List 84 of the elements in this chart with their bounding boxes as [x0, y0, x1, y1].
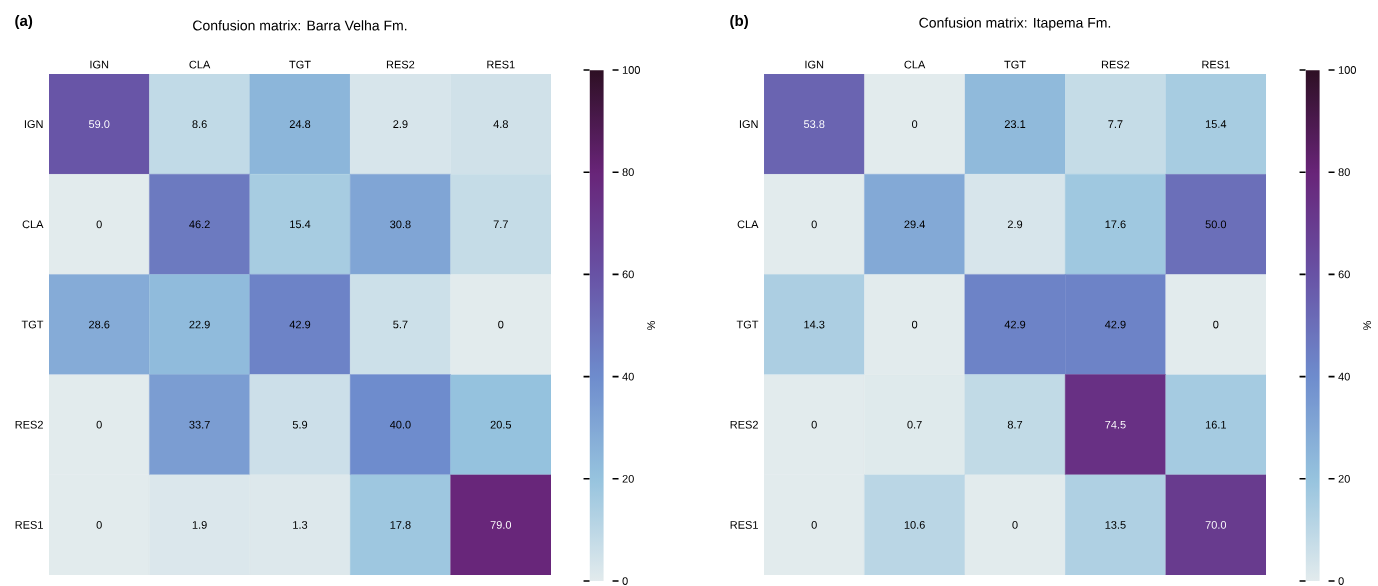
y-tick-label: TGT: [736, 320, 759, 329]
data-label: 42.9: [289, 320, 311, 329]
data-label: 0: [498, 320, 504, 329]
data-label: 79.0: [490, 521, 512, 529]
data-label: 74.5: [1105, 420, 1126, 429]
data-label: 40.0: [389, 420, 411, 429]
data-label: 15.4: [290, 220, 311, 229]
data-label: 8.7: [1007, 420, 1023, 429]
data-label: 0: [811, 521, 817, 529]
data-label: 0.7: [907, 420, 922, 429]
y-tick-label: IGN: [739, 120, 758, 128]
color-bar-label: 60: [622, 270, 634, 279]
chart-title: Confusion matrix: Barra Velha Fm.: [193, 20, 407, 31]
color-bar-label: 80: [622, 168, 634, 177]
x-tick-label: CLA: [904, 60, 926, 69]
x-tick-label: RES2: [386, 60, 415, 69]
y-tick-label: RES2: [730, 420, 758, 429]
data-label: 29.4: [904, 220, 925, 229]
y-tick-label: RES1: [730, 521, 758, 529]
y-tick-label: RES1: [15, 521, 43, 529]
data-label: 0: [911, 320, 918, 329]
data-label: 16.1: [1205, 420, 1226, 429]
color-bar-label: 40: [1338, 372, 1350, 381]
y-tick-label: TGT: [21, 320, 44, 329]
data-label: 4.8: [493, 120, 508, 128]
color-bar-label: 60: [1338, 270, 1350, 279]
data-label: 0: [96, 420, 102, 429]
data-label: 50.0: [1205, 220, 1227, 229]
color-bar-label: 80: [1338, 168, 1350, 177]
color-bar-label: 20: [1338, 474, 1350, 483]
data-label: 5.9: [292, 420, 308, 429]
x-tick-label: RES1: [487, 60, 515, 69]
color-bar-title: %: [1363, 321, 1371, 330]
color-bar-label: 0: [622, 577, 628, 585]
y-tick-label: CLA: [22, 220, 44, 229]
data-label: 20.5: [490, 420, 512, 429]
data-label: 0: [96, 521, 102, 529]
data-label: 14.3: [804, 320, 825, 329]
color-bar-label: 40: [622, 372, 634, 381]
data-label: 0: [96, 220, 102, 229]
data-label: 22.9: [189, 320, 210, 329]
x-tick-label: TGT: [1004, 60, 1026, 69]
data-label: 33.7: [189, 420, 210, 429]
data-label: 0: [811, 220, 817, 229]
data-label: 7.7: [1108, 120, 1123, 128]
data-label: 8.6: [192, 120, 207, 128]
data-label: 10.6: [904, 521, 925, 529]
data-label: 2.9: [1007, 220, 1023, 229]
x-tick-label: CLA: [189, 60, 211, 69]
data-label: 42.9: [1004, 320, 1026, 329]
color-bar-title: %: [647, 321, 655, 330]
color-bar-label: 100: [622, 66, 640, 74]
x-tick-label: IGN: [90, 60, 109, 69]
text: (a): [15, 15, 33, 29]
x-tick-label: IGN: [805, 60, 824, 69]
color-bar-label: 100: [1338, 66, 1356, 74]
color-bar-label: 0: [1338, 577, 1344, 585]
data-label: 0: [1213, 320, 1219, 329]
data-label: 17.6: [1105, 220, 1126, 229]
data-label: 17.8: [390, 521, 411, 529]
color-bar-label: 20: [622, 474, 634, 483]
data-label: 13.5: [1105, 521, 1126, 529]
data-label: 1.3: [293, 521, 308, 529]
data-label: 42.9: [1104, 320, 1126, 329]
x-tick-label: RES2: [1101, 60, 1130, 69]
data-label: 46.2: [189, 220, 210, 229]
data-label: 15.4: [1205, 120, 1227, 128]
y-tick-label: CLA: [737, 220, 759, 229]
x-tick-label: TGT: [289, 60, 311, 69]
data-label: 0: [1012, 521, 1018, 529]
data-label: 5.7: [393, 320, 408, 329]
data-label: 53.8: [803, 120, 825, 128]
data-label: 23.1: [1004, 120, 1026, 128]
data-label: 70.0: [1205, 521, 1227, 529]
data-label: 2.9: [393, 120, 408, 128]
data-label: 0: [811, 420, 817, 429]
y-tick-label: IGN: [24, 120, 43, 128]
data-label: 7.7: [493, 220, 508, 229]
text: (b): [730, 15, 748, 29]
data-label: 1.9: [192, 521, 207, 529]
y-tick-label: RES2: [15, 420, 43, 429]
x-tick-label: RES1: [1202, 60, 1230, 69]
chart-title: Confusion matrix: Itapema Fm.: [919, 17, 1111, 31]
data-label: 30.8: [390, 220, 411, 229]
